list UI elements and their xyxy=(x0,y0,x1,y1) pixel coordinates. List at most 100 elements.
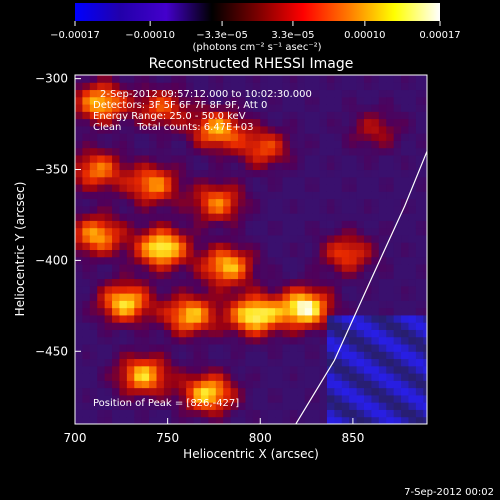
heatmap-cell xyxy=(304,329,313,338)
heatmap-cell xyxy=(186,169,195,178)
heatmap-cell xyxy=(75,191,83,200)
heatmap-cell xyxy=(104,111,113,120)
heatmap-cell xyxy=(341,162,350,171)
heatmap-cell xyxy=(371,314,380,323)
heatmap-cell xyxy=(238,373,246,381)
heatmap-cell xyxy=(326,191,335,200)
heatmap-cell xyxy=(341,249,350,258)
heatmap-cell xyxy=(364,118,372,127)
heatmap-cell xyxy=(297,227,306,236)
heatmap-cell xyxy=(304,314,313,323)
heatmap-cell xyxy=(171,336,180,345)
heatmap-cell xyxy=(334,409,343,418)
heatmap-cell xyxy=(378,213,387,221)
heatmap-cell xyxy=(200,118,209,127)
heatmap-cell xyxy=(97,380,106,389)
heatmap-cell xyxy=(282,394,291,403)
heatmap-cell xyxy=(89,118,98,127)
heatmap-cell xyxy=(112,111,120,120)
heatmap-cell xyxy=(126,104,135,112)
heatmap-cell xyxy=(393,242,402,250)
heatmap-cell xyxy=(112,300,120,309)
heatmap-cell xyxy=(112,242,120,250)
heatmap-cell xyxy=(245,191,254,200)
heatmap-cell xyxy=(193,307,202,316)
heatmap-cell xyxy=(289,314,298,323)
heatmap-cell xyxy=(415,198,424,207)
heatmap-cell xyxy=(423,89,427,98)
heatmap-cell xyxy=(319,394,328,403)
heatmap-cell xyxy=(208,293,217,301)
heatmap-cell xyxy=(97,213,106,221)
heatmap-cell xyxy=(97,344,106,352)
heatmap-cell xyxy=(326,169,335,178)
heatmap-cell xyxy=(82,184,91,192)
heatmap-cell xyxy=(326,154,335,163)
heatmap-cell xyxy=(408,416,417,424)
heatmap-cell xyxy=(304,409,313,418)
heatmap-cell xyxy=(245,234,254,243)
heatmap-cell xyxy=(200,249,209,258)
heatmap-cell xyxy=(156,373,165,381)
heatmap-cell xyxy=(112,256,120,265)
heatmap-cell xyxy=(326,373,335,381)
heatmap-cell xyxy=(215,256,224,265)
heatmap-cell xyxy=(163,169,172,178)
heatmap-cell xyxy=(364,191,372,200)
heatmap-cell xyxy=(141,344,150,352)
heatmap-cell xyxy=(134,198,143,207)
heatmap-cell xyxy=(134,249,143,258)
heatmap-cell xyxy=(401,133,409,141)
heatmap-cell xyxy=(415,285,424,294)
heatmap-cell xyxy=(341,409,350,418)
heatmap-cell xyxy=(289,213,298,221)
heatmap-cell xyxy=(200,89,209,98)
heatmap-cell xyxy=(178,176,187,185)
heatmap-cell xyxy=(134,271,143,280)
heatmap-cell xyxy=(349,154,358,163)
heatmap-cell xyxy=(200,329,209,338)
heatmap-cell xyxy=(200,322,209,330)
heatmap-cell xyxy=(141,380,150,389)
heatmap-cell xyxy=(141,184,150,192)
heatmap-cell xyxy=(304,227,313,236)
heatmap-cell xyxy=(171,264,180,272)
heatmap-cell xyxy=(267,358,276,367)
heatmap-cell xyxy=(163,249,172,258)
heatmap-cell xyxy=(312,154,321,163)
heatmap-cell xyxy=(319,89,328,98)
heatmap-cell xyxy=(408,314,417,323)
colorbar-tick-label: 0.00010 xyxy=(344,30,385,41)
heatmap-cell xyxy=(401,75,409,83)
heatmap-cell xyxy=(282,176,291,185)
heatmap-cell xyxy=(378,278,387,287)
heatmap-cell xyxy=(238,300,246,309)
heatmap-cell xyxy=(126,118,135,127)
heatmap-cell xyxy=(297,89,306,98)
heatmap-cell xyxy=(289,329,298,338)
heatmap-cell xyxy=(423,75,427,83)
heatmap-cell xyxy=(238,111,246,120)
heatmap-cell xyxy=(289,278,298,287)
heatmap-cell xyxy=(215,118,224,127)
heatmap-cell xyxy=(119,300,128,309)
heatmap-cell xyxy=(134,147,143,156)
heatmap-cell xyxy=(275,380,283,389)
heatmap-cell xyxy=(112,169,120,178)
heatmap-cell xyxy=(208,118,217,127)
heatmap-cell xyxy=(245,242,254,250)
heatmap-cell xyxy=(252,336,261,345)
heatmap-cell xyxy=(97,75,106,83)
heatmap-cell xyxy=(401,176,409,185)
heatmap-cell xyxy=(297,373,306,381)
heatmap-cell xyxy=(364,278,372,287)
heatmap-cell xyxy=(200,387,209,396)
heatmap-cell xyxy=(371,322,380,330)
heatmap-cell xyxy=(171,198,180,207)
heatmap-cell xyxy=(393,75,402,83)
heatmap-cell xyxy=(423,365,427,374)
heatmap-cell xyxy=(356,264,365,272)
heatmap-cell xyxy=(267,307,276,316)
heatmap-cell xyxy=(245,75,254,83)
heatmap-cell xyxy=(386,111,395,120)
